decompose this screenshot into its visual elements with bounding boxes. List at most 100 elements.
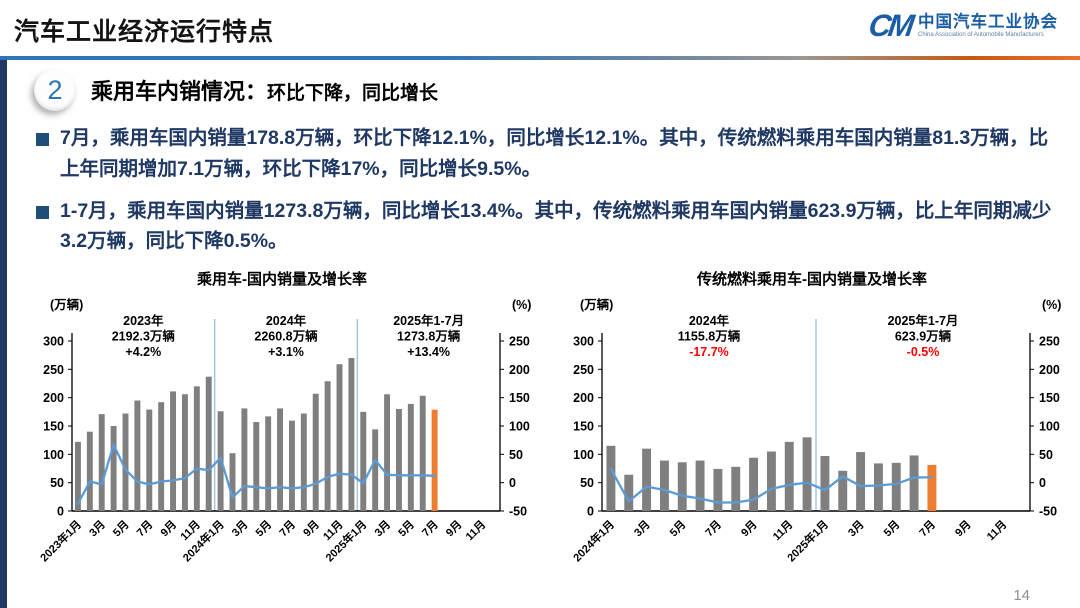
x-axis-label: 11月 (984, 518, 1009, 543)
x-axis-label: 3月 (631, 518, 652, 539)
bar (110, 426, 117, 512)
bar (372, 429, 379, 512)
bar (784, 442, 794, 512)
bar-highlight (927, 465, 937, 512)
bar (277, 408, 284, 512)
chart-annotation: 2024年 (689, 313, 730, 328)
bar (229, 453, 236, 512)
bar (820, 456, 830, 512)
right-axis-tick: 0 (509, 476, 516, 490)
bar (731, 466, 741, 512)
right-axis-tick: 100 (509, 420, 530, 434)
bar (407, 404, 414, 512)
caam-logo: CM 中国汽车工业协会 China Association of Automob… (866, 8, 1058, 43)
chart-annotation: -0.5% (907, 345, 940, 359)
bar (122, 413, 129, 512)
x-axis-label: 3月 (845, 518, 866, 539)
right-axis-tick: -50 (509, 505, 527, 519)
bar (336, 364, 343, 512)
bar (642, 448, 652, 512)
bullet-text: 7月，乘用车国内销量178.8万辆，环比下降12.1%，同比增长12.1%。其中… (60, 127, 1049, 180)
chart-annotation: -17.7% (689, 345, 729, 359)
chart-annotation: 2025年1-7月 (888, 313, 959, 328)
slide-header: 汽车工业经济运行特点 CM 中国汽车工业协会 China Association… (0, 0, 1080, 56)
bar (713, 469, 723, 512)
x-axis-label: 5月 (253, 518, 274, 539)
section-subtitle: 环比下降，同比增长 (267, 83, 439, 104)
growth-rate-line (76, 443, 436, 505)
bar (146, 409, 153, 512)
x-axis-label: 3月 (372, 518, 393, 539)
chart-annotation: 1155.8万辆 (678, 329, 741, 344)
x-axis-label: 11月 (770, 518, 795, 543)
page-number: 14 (1013, 587, 1030, 604)
page-title: 汽车工业经济运行特点 (14, 18, 275, 46)
chart-annotation: +3.1% (268, 345, 304, 359)
bar (170, 391, 177, 512)
bar (288, 420, 295, 512)
left-axis-tick: 100 (43, 448, 64, 462)
bar (606, 446, 616, 512)
bar (193, 386, 200, 512)
left-axis-tick: 250 (43, 363, 64, 377)
left-axis-tick: 150 (573, 420, 594, 434)
chart-title-left: 乘用车-国内销量及增长率 (197, 271, 367, 289)
right-axis-tick: 0 (1039, 476, 1046, 490)
bar (419, 395, 426, 512)
right-axis-tick: 150 (509, 391, 530, 405)
traditional-fuel-chart-block: 传统燃料乘用车-国内销量及增长率 (万辆) (%) 0 50 100 150 200 250 3… (552, 268, 1072, 590)
left-axis-tick: 300 (43, 335, 64, 349)
bar (624, 474, 634, 512)
x-axis-label: 9月 (158, 518, 179, 539)
passenger-car-chart-block: 乘用车-国内销量及增长率 (万辆) (%) 0 50 100 150 200 250 300 -5… (22, 268, 542, 590)
left-axis-tick: 0 (587, 505, 594, 519)
bar (74, 442, 81, 512)
bar (766, 451, 776, 512)
left-accent-bar (0, 60, 7, 608)
x-axis-label: 9月 (443, 518, 464, 539)
bar (659, 460, 669, 512)
x-axis-label: 7月 (277, 518, 298, 539)
left-axis-unit: (万辆) (50, 297, 83, 312)
bar (253, 422, 260, 512)
right-axis-tick: 100 (1039, 420, 1060, 434)
left-axis-tick: 150 (43, 420, 64, 434)
x-axis-label: 5月 (881, 518, 902, 539)
caam-logo-icon: CM (866, 8, 914, 43)
right-axis-unit: (%) (1042, 298, 1061, 312)
x-axis-label: 9月 (952, 518, 973, 539)
passenger-car-sales-chart: (万辆) (%) 0 50 100 150 200 250 300 -50 0 50 100 150 200… (37, 297, 531, 564)
right-axis-unit: (%) (512, 298, 531, 312)
chart-annotation: +4.2% (125, 345, 161, 359)
chart-annotation: 2192.3万辆 (112, 329, 176, 344)
bar (802, 437, 812, 512)
x-axis-label: 5月 (667, 518, 688, 539)
right-axis-tick: 50 (509, 448, 523, 462)
right-axis-tick: 200 (509, 363, 530, 377)
bullet-square-icon (36, 205, 49, 219)
left-axis-unit: (万辆) (580, 297, 613, 312)
left-axis-tick: 50 (580, 476, 594, 490)
bar (891, 463, 901, 512)
bar (300, 413, 307, 512)
chart-annotation: +13.4% (407, 345, 450, 359)
x-axis-label: 9月 (301, 518, 322, 539)
x-axis-label: 7月 (917, 518, 938, 539)
bar (873, 463, 883, 512)
x-axis-label: 5月 (396, 518, 417, 539)
right-axis-tick: 250 (509, 335, 530, 349)
bullet-item: 7月，乘用车国内销量178.8万辆，环比下降12.1%，同比增长12.1%。其中… (36, 123, 1054, 185)
bar (134, 400, 141, 512)
bar (677, 462, 687, 512)
bar (265, 416, 272, 512)
bar (324, 381, 331, 512)
bar (181, 394, 188, 512)
bar (158, 402, 165, 512)
right-axis-tick: 250 (1039, 335, 1060, 349)
bar (348, 358, 355, 512)
bullet-square-icon (36, 133, 49, 146)
bar (312, 393, 319, 512)
section-number-badge: 2 (34, 69, 76, 111)
chart-annotation: 623.9万辆 (895, 329, 952, 344)
right-axis-tick: 150 (1039, 391, 1060, 405)
